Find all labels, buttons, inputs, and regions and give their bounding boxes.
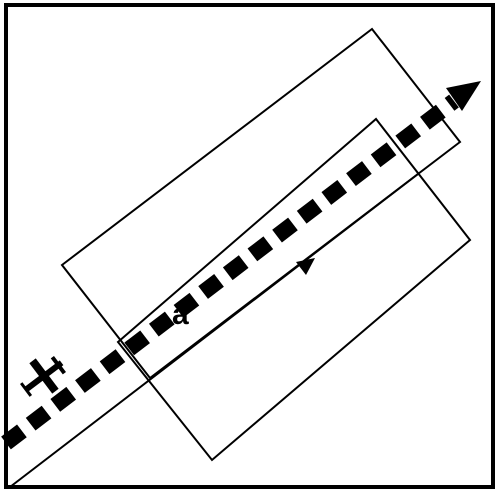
rectangle-small	[116, 117, 472, 462]
airplane-icon	[20, 355, 66, 397]
outer-frame	[4, 3, 495, 489]
flight-path-arrowhead	[446, 81, 481, 111]
rectangle-large	[60, 27, 462, 380]
track-line	[9, 173, 419, 488]
direction-arrow-icon	[296, 258, 315, 275]
path-label: a	[172, 298, 189, 331]
flight-path-dashed	[1, 94, 459, 450]
